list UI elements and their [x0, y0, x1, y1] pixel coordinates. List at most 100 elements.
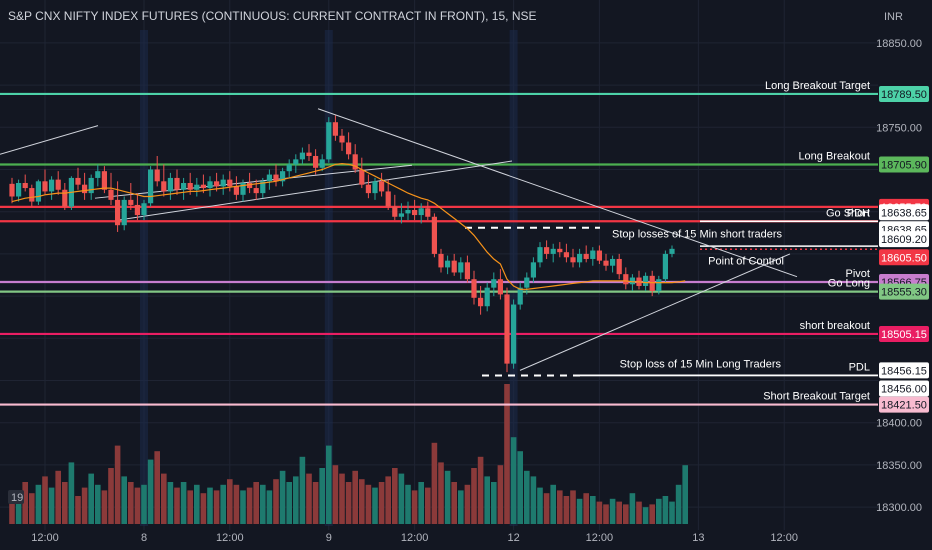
price-tag[interactable]	[879, 85, 929, 102]
candle-body[interactable]	[412, 210, 418, 216]
time-axis[interactable]: 12:00 8 12:00 9 12:00 12 12:00 13 12:00	[31, 532, 798, 544]
candle-body[interactable]	[299, 152, 305, 160]
candle-body[interactable]	[49, 179, 55, 192]
candle-body[interactable]	[220, 179, 226, 187]
candle-body[interactable]	[563, 252, 569, 258]
candle-body[interactable]	[669, 248, 675, 254]
candle-body[interactable]	[247, 182, 253, 189]
candle-body[interactable]	[478, 297, 484, 307]
price-tag[interactable]	[879, 396, 929, 413]
candlesticks[interactable]	[9, 115, 675, 373]
candle-body[interactable]	[451, 260, 457, 273]
candle-body[interactable]	[326, 122, 332, 160]
candle-body[interactable]	[596, 250, 602, 261]
candle-body[interactable]	[233, 186, 239, 195]
candle-body[interactable]	[359, 169, 365, 185]
candle-body[interactable]	[128, 199, 134, 205]
candle-body[interactable]	[16, 182, 22, 197]
candle-body[interactable]	[141, 203, 147, 216]
candle-body[interactable]	[623, 274, 629, 285]
candle-body[interactable]	[75, 177, 81, 185]
candle-body[interactable]	[286, 164, 292, 172]
price-tag[interactable]	[879, 249, 929, 266]
price-tag[interactable]	[879, 231, 929, 248]
candle-body[interactable]	[365, 184, 371, 194]
candle-body[interactable]	[161, 181, 167, 192]
candle-body[interactable]	[121, 199, 127, 226]
candle-body[interactable]	[82, 184, 88, 194]
candle-body[interactable]	[418, 208, 424, 216]
candle-body[interactable]	[95, 171, 101, 178]
candle-body[interactable]	[405, 210, 411, 214]
candle-body[interactable]	[101, 171, 107, 190]
candle-body[interactable]	[273, 174, 279, 182]
candle-body[interactable]	[115, 199, 121, 226]
price-tag[interactable]	[879, 156, 929, 173]
candle-body[interactable]	[227, 179, 233, 187]
price-tag[interactable]	[879, 325, 929, 342]
candle-body[interactable]	[253, 188, 259, 194]
candle-body[interactable]	[385, 191, 391, 207]
price-tag[interactable]	[879, 204, 929, 221]
candle-body[interactable]	[603, 260, 609, 266]
candle-body[interactable]	[497, 279, 503, 295]
candle-body[interactable]	[583, 253, 589, 259]
candle-body[interactable]	[167, 177, 173, 192]
candle-body[interactable]	[194, 184, 200, 190]
candle-body[interactable]	[332, 122, 338, 136]
candle-body[interactable]	[517, 287, 523, 305]
candle-body[interactable]	[339, 135, 345, 143]
candle-body[interactable]	[445, 260, 451, 268]
candle-body[interactable]	[200, 184, 206, 189]
candle-body[interactable]	[379, 181, 385, 192]
price-tag[interactable]	[879, 380, 929, 397]
candle-body[interactable]	[530, 262, 536, 278]
candle-body[interactable]	[154, 169, 160, 182]
candle-body[interactable]	[108, 189, 114, 200]
candle-body[interactable]	[649, 275, 655, 292]
candle-body[interactable]	[425, 208, 431, 217]
candle-body[interactable]	[55, 179, 61, 190]
candle-body[interactable]	[616, 258, 622, 275]
candle-body[interactable]	[148, 169, 154, 204]
candle-body[interactable]	[346, 142, 352, 155]
candle-body[interactable]	[570, 257, 576, 263]
candle-body[interactable]	[438, 253, 444, 268]
candle-body[interactable]	[181, 182, 187, 190]
candle-body[interactable]	[431, 216, 437, 254]
candle-body[interactable]	[398, 213, 404, 217]
candle-body[interactable]	[557, 248, 563, 253]
candle-body[interactable]	[29, 188, 35, 202]
candle-body[interactable]	[590, 250, 596, 259]
candle-body[interactable]	[662, 253, 668, 280]
candle-body[interactable]	[629, 277, 635, 285]
candle-body[interactable]	[22, 182, 28, 189]
candle-body[interactable]	[352, 154, 358, 170]
price-axis[interactable]: 18789.5018705.9018655.7018638.6518638.65…	[876, 38, 929, 514]
candle-body[interactable]	[484, 287, 490, 307]
candle-body[interactable]	[504, 294, 510, 364]
candle-body[interactable]	[187, 182, 193, 190]
price-tag[interactable]	[879, 283, 929, 300]
candle-body[interactable]	[174, 177, 180, 190]
candle-body[interactable]	[458, 262, 464, 273]
candle-body[interactable]	[214, 181, 220, 187]
candle-body[interactable]	[42, 181, 48, 192]
candle-body[interactable]	[491, 279, 497, 288]
candle-body[interactable]	[9, 183, 15, 197]
candle-body[interactable]	[524, 277, 530, 288]
candle-body[interactable]	[550, 248, 556, 254]
candle-body[interactable]	[62, 189, 68, 207]
candle-body[interactable]	[207, 181, 213, 189]
candle-body[interactable]	[240, 182, 246, 195]
candle-body[interactable]	[134, 204, 140, 216]
candle-body[interactable]	[471, 279, 477, 298]
candle-body[interactable]	[392, 206, 398, 217]
candle-body[interactable]	[88, 177, 94, 194]
candle-body[interactable]	[35, 181, 41, 202]
candle-body[interactable]	[643, 275, 649, 286]
candle-body[interactable]	[544, 247, 550, 254]
candle-body[interactable]	[306, 152, 312, 156]
candle-body[interactable]	[537, 247, 543, 263]
candle-body[interactable]	[280, 171, 286, 182]
